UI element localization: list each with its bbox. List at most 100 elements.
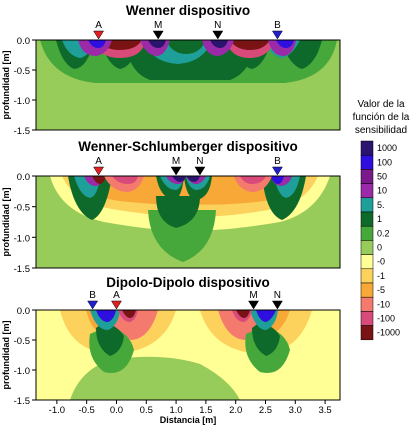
x-tick-label: 3.5 xyxy=(318,405,331,416)
legend-label: -10 xyxy=(377,299,390,309)
contour-field xyxy=(36,310,340,400)
y-tick-label: -1.5 xyxy=(14,264,30,275)
x-tick-label: 1.0 xyxy=(169,405,182,416)
y-axis-ticks: 0.0 -0.5 -1.0 -1.5 xyxy=(14,36,36,137)
contour-field xyxy=(36,40,340,130)
legend-swatch xyxy=(360,311,374,326)
legend-label: 5. xyxy=(377,200,385,210)
electrode-marker-n xyxy=(271,300,283,310)
legend-swatch xyxy=(360,254,374,270)
legend-label: 0 xyxy=(377,243,382,253)
legend-label: 10 xyxy=(377,186,387,196)
panel-title: Wenner-Schlumberger dispositivo xyxy=(78,139,298,154)
y-tick-label: -0.5 xyxy=(14,203,30,214)
legend-label: 1 xyxy=(377,214,382,224)
electrode-label: A xyxy=(95,20,102,31)
legend-label: 0.2 xyxy=(377,228,390,238)
legend-swatch xyxy=(360,268,374,284)
electrode-marker-b xyxy=(87,300,99,310)
y-axis-label: profundidad [m] xyxy=(1,51,11,120)
electrode-label: A xyxy=(95,156,102,167)
x-tick-label: 2.5 xyxy=(259,405,272,416)
y-axis-label: profundidad [m] xyxy=(1,188,11,257)
legend-swatch xyxy=(360,140,374,156)
panel-wenner-schlumberger: Wenner-Schlumberger dispositivo xyxy=(1,139,341,275)
legend-swatch xyxy=(360,296,374,312)
legend-swatch xyxy=(360,240,374,255)
electrode-marker-a xyxy=(111,300,122,310)
y-axis-ticks: 0.0 -0.5 -1.0 -1.5 xyxy=(14,172,36,275)
legend-swatch xyxy=(360,225,374,241)
electrode-marker-b xyxy=(271,30,283,40)
electrode-marker-b xyxy=(271,166,283,176)
legend-swatch xyxy=(360,197,374,213)
electrode-marker-n xyxy=(212,30,224,40)
electrode-marker-m xyxy=(170,166,182,176)
x-tick-label: 0.5 xyxy=(140,405,153,416)
electrode-marker-a xyxy=(93,30,105,40)
electrode-label: M xyxy=(172,156,180,167)
y-tick-label: -1.5 xyxy=(14,396,30,407)
y-tick-label: 0.0 xyxy=(17,36,30,47)
electrode-label: B xyxy=(274,20,281,31)
electrode-label: B xyxy=(89,290,96,301)
plot-frame xyxy=(35,175,341,269)
legend-title-line: sensibilidad xyxy=(355,125,407,136)
x-tick-label: -0.5 xyxy=(78,405,94,416)
legend-label: -0 xyxy=(377,257,385,267)
y-axis-label: profundidad [m] xyxy=(1,321,11,390)
y-tick-label: -1.5 xyxy=(14,126,30,137)
legend-swatch xyxy=(360,282,374,298)
plot-frame xyxy=(35,309,341,401)
legend-label: -1 xyxy=(377,271,385,281)
y-axis-ticks: 0.0 -0.5 -1.0 -1.5 xyxy=(14,306,36,407)
electrode-marker-n xyxy=(194,166,206,176)
x-tick-label: 3.0 xyxy=(289,405,302,416)
y-tick-label: 0.0 xyxy=(17,306,30,317)
x-tick-label: 2.0 xyxy=(229,405,242,416)
legend-label: -5 xyxy=(377,285,385,295)
x-tick-label: 0.0 xyxy=(110,405,123,416)
y-tick-label: -1.0 xyxy=(14,366,30,377)
panel-wenner: Wenner dispositivo xyxy=(1,3,341,137)
y-tick-label: -0.5 xyxy=(14,336,30,347)
electrode-marker-a xyxy=(93,166,105,176)
electrode-marker-m xyxy=(248,300,260,310)
y-tick-label: 0.0 xyxy=(17,172,30,183)
legend-label: -100 xyxy=(377,314,395,324)
legend-swatch xyxy=(360,154,374,170)
legend-title-line: función de la xyxy=(353,112,410,123)
plot-frame xyxy=(35,39,341,131)
x-tick-label: 1.5 xyxy=(199,405,212,416)
legend-swatch xyxy=(360,183,374,199)
legend-swatch xyxy=(360,211,374,227)
electrode-label: N xyxy=(196,156,203,167)
y-tick-label: -0.5 xyxy=(14,66,30,77)
legend-swatch xyxy=(360,325,374,341)
electrode-label: N xyxy=(214,20,221,31)
x-tick-label: -1.0 xyxy=(49,405,65,416)
electrode-label: M xyxy=(154,20,162,31)
panel-title: Wenner dispositivo xyxy=(126,3,250,18)
panel-dipolo-dipolo: Dipolo-Dipolo dispositivo xyxy=(1,275,341,425)
panel-title: Dipolo-Dipolo dispositivo xyxy=(106,275,269,290)
electrode-label: A xyxy=(113,290,120,301)
legend: Valor de la función de la sensibilidad 1… xyxy=(353,99,410,341)
y-tick-label: -1.0 xyxy=(14,233,30,244)
electrode-marker-m xyxy=(152,30,164,40)
x-axis-label: Distancia [m] xyxy=(160,415,217,425)
x-axis-ticks: -1.0 -0.5 0.0 0.5 1.0 1.5 2.0 2.5 3.0 3.5 xyxy=(49,400,332,416)
legend-label: 100 xyxy=(377,157,392,167)
electrode-label: N xyxy=(274,290,281,301)
electrode-label: M xyxy=(249,290,257,301)
legend-label: 1000 xyxy=(377,143,397,153)
legend-label: 50 xyxy=(377,172,387,182)
legend-swatch xyxy=(360,169,374,184)
y-tick-label: -1.0 xyxy=(14,96,30,107)
electrode-label: B xyxy=(274,156,281,167)
legend-entries: 1000 100 50 10 5. 1 0.2 0 -0 -1 -5 -10 -100 -1000 xyxy=(360,140,400,341)
